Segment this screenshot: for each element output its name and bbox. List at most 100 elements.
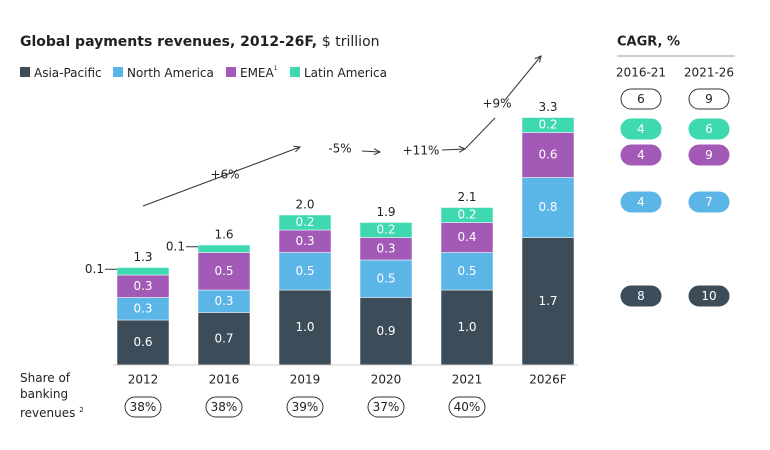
cagr-value: 4 — [637, 122, 645, 136]
bar-segment — [278, 289, 332, 366]
value-label: 0.5 — [376, 271, 395, 285]
chart-title: Global payments revenues, 2012-26F, $ tr… — [20, 34, 380, 50]
bar-segment — [440, 222, 494, 253]
value-label: 0.3 — [133, 279, 152, 293]
value-label: 0.2 — [295, 215, 314, 229]
legend-label: Latin America — [304, 66, 387, 80]
value-label: 0.3 — [214, 294, 233, 308]
bar-segment — [116, 267, 170, 276]
bar-segment — [440, 207, 494, 223]
value-label: 0.6 — [133, 335, 152, 349]
bar-segment — [278, 214, 332, 231]
legend-swatch — [226, 67, 236, 77]
arrow — [464, 117, 496, 150]
cagr-pill — [688, 144, 730, 166]
footnote: 1 — [274, 65, 278, 72]
cagr-pill — [620, 191, 662, 213]
cagr-pill — [620, 144, 662, 166]
footnote: 2 — [79, 406, 84, 414]
x-tick-label: 2021 — [452, 373, 483, 387]
title-text: Global payments revenues, 2012-26F, — [20, 34, 317, 50]
value-label: 0.7 — [214, 331, 233, 345]
total-label: 1.9 — [376, 205, 395, 219]
cagr-pill — [620, 285, 662, 307]
growth-label: +9% — [482, 97, 511, 111]
share-pill — [124, 396, 162, 418]
share-label-text: Share of banking revenues — [20, 371, 76, 420]
value-label: 0.1 — [85, 262, 104, 276]
cagr-column: 2021-26 — [684, 66, 734, 80]
cagr-pill — [688, 88, 730, 110]
total-label: 1.6 — [214, 228, 233, 242]
legend-label: Asia-Pacific — [34, 66, 102, 80]
arrow — [441, 149, 465, 150]
bar-segment — [359, 259, 413, 298]
growth-arrows — [142, 56, 541, 207]
x-tick-label: 2020 — [371, 373, 402, 387]
growth-label: -5% — [328, 142, 351, 156]
legend-swatch — [290, 67, 300, 77]
share-value: 40% — [454, 400, 481, 414]
bar-segment — [521, 132, 575, 178]
cagr-title: CAGR, % — [617, 35, 680, 50]
cagr-value: 6 — [637, 92, 645, 106]
share-pill — [286, 396, 324, 418]
cagr-pill — [688, 118, 730, 140]
legend-swatch — [113, 67, 123, 77]
bar-segment — [440, 289, 494, 366]
share-pill — [448, 396, 486, 418]
arrow — [504, 56, 541, 101]
cagr-pill — [620, 88, 662, 110]
cagr-value: 9 — [705, 148, 713, 162]
bar-segment — [197, 244, 251, 253]
cagr-value: 10 — [701, 289, 716, 303]
total-label: 2.1 — [457, 190, 476, 204]
legend-swatch — [20, 67, 30, 77]
arrow — [361, 151, 380, 152]
cagr-value: 7 — [705, 195, 713, 209]
cagr-value: 9 — [705, 92, 713, 106]
bar-segment — [359, 297, 413, 366]
value-label: 0.3 — [376, 241, 395, 255]
share-value: 38% — [130, 400, 157, 414]
cagr-value: 6 — [705, 122, 713, 136]
share-value: 37% — [373, 400, 400, 414]
legend-text: North America — [127, 66, 214, 80]
cagr-value: 4 — [637, 148, 645, 162]
value-label: 0.9 — [376, 324, 395, 338]
legend-text: Latin America — [304, 66, 387, 80]
bar-segment — [521, 117, 575, 133]
share-pill — [367, 396, 405, 418]
x-tick-label: 2026F — [529, 373, 567, 387]
growth-label: +6% — [210, 168, 239, 182]
growth-label: +11% — [403, 144, 440, 158]
value-label: 0.3 — [295, 234, 314, 248]
total-label: 2.0 — [295, 198, 314, 212]
value-label: 0.5 — [295, 264, 314, 278]
value-label: 0.6 — [538, 148, 557, 162]
unit: $ trillion — [322, 34, 380, 50]
cagr-value: 8 — [637, 289, 645, 303]
bar-segment — [278, 252, 332, 291]
legend-label: EMEA1 — [240, 65, 278, 80]
value-label: 0.2 — [457, 208, 476, 222]
cagr-value: 4 — [637, 195, 645, 209]
value-label: 0.1 — [166, 239, 185, 253]
share-value: 39% — [292, 400, 319, 414]
value-label: 0.5 — [214, 264, 233, 278]
value-label: 1.0 — [457, 320, 476, 334]
value-label: 0.4 — [457, 230, 476, 244]
cagr-pill — [620, 118, 662, 140]
x-tick-label: 2016 — [209, 373, 240, 387]
value-label: 0.3 — [133, 301, 152, 315]
total-label: 1.3 — [133, 250, 152, 264]
cagr-pill — [688, 191, 730, 213]
bar-segment — [359, 222, 413, 238]
legend-text: EMEA — [240, 66, 275, 80]
legend-label: North America — [127, 66, 214, 80]
arrow — [142, 147, 300, 207]
cagr-column: 2016-21 — [616, 66, 666, 80]
value-label: 0.5 — [457, 264, 476, 278]
